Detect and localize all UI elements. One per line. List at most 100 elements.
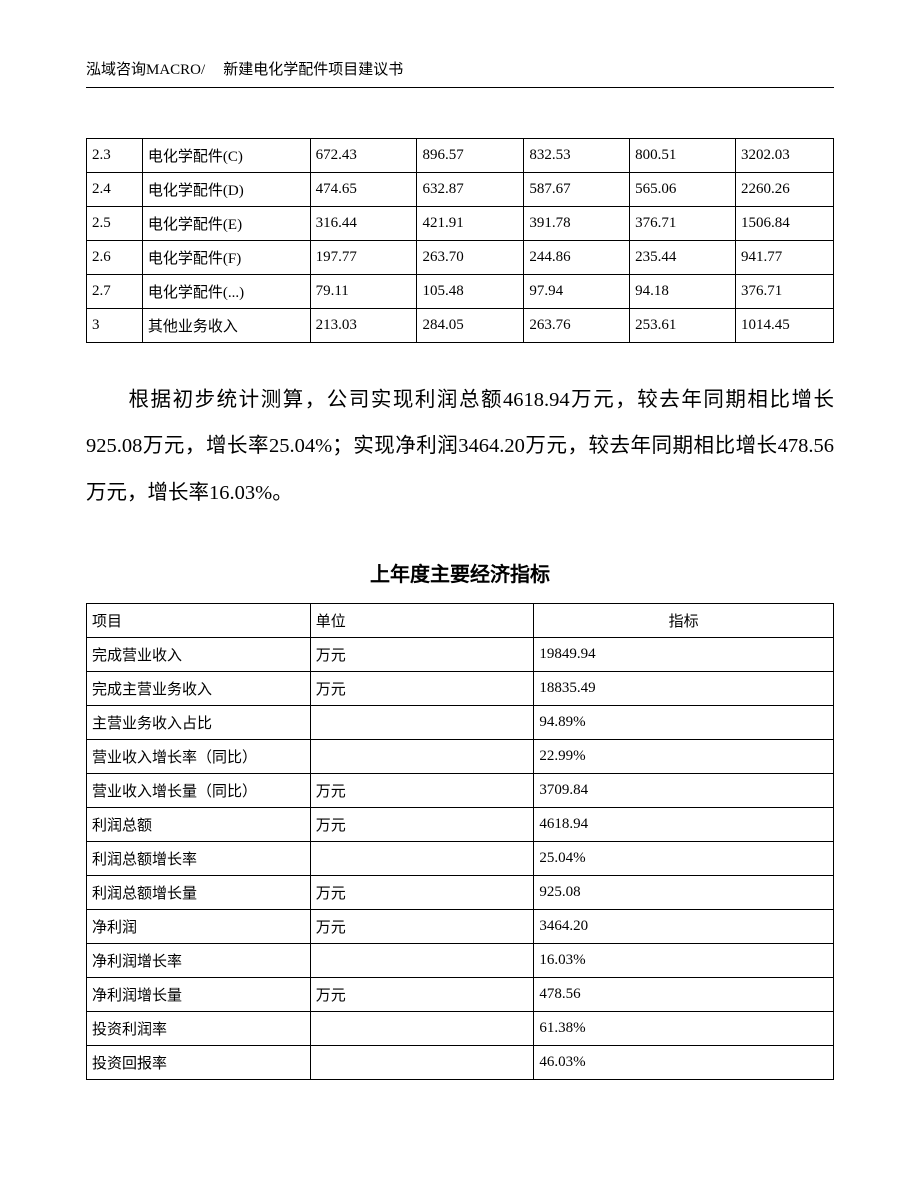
table-cell: 完成主营业务收入 — [87, 671, 311, 705]
table-cell: 376.71 — [736, 275, 834, 309]
table-cell: 61.38% — [534, 1011, 834, 1045]
header-right: 新建电化学配件项目建议书 — [223, 58, 403, 79]
table-cell: 营业收入增长量（同比） — [87, 773, 311, 807]
economic-indicator-table: 项目 单位 指标 完成营业收入万元19849.94完成主营业务收入万元18835… — [86, 603, 834, 1080]
document-page: 泓域咨询MACRO/ 新建电化学配件项目建议书 2.3电化学配件(C)672.4… — [0, 0, 920, 1140]
table-cell: 18835.49 — [534, 671, 834, 705]
table2-header-row: 项目 单位 指标 — [87, 603, 834, 637]
table-cell: 营业收入增长率（同比） — [87, 739, 311, 773]
table-cell — [310, 739, 534, 773]
table-cell: 投资利润率 — [87, 1011, 311, 1045]
table2-body: 项目 单位 指标 完成营业收入万元19849.94完成主营业务收入万元18835… — [87, 603, 834, 1079]
table-cell: 万元 — [310, 875, 534, 909]
table-cell: 896.57 — [417, 139, 524, 173]
table-cell: 235.44 — [630, 241, 736, 275]
table-row: 营业收入增长量（同比）万元3709.84 — [87, 773, 834, 807]
header-left: 泓域咨询MACRO/ — [86, 58, 205, 79]
table-row: 营业收入增长率（同比） 22.99% — [87, 739, 834, 773]
table-cell: 4618.94 — [534, 807, 834, 841]
table-cell: 万元 — [310, 773, 534, 807]
page-header: 泓域咨询MACRO/ 新建电化学配件项目建议书 — [86, 58, 834, 79]
table-cell: 632.87 — [417, 173, 524, 207]
table-cell: 3 — [87, 309, 143, 343]
table-cell: 2.7 — [87, 275, 143, 309]
table-cell: 22.99% — [534, 739, 834, 773]
table-cell: 800.51 — [630, 139, 736, 173]
table-cell: 电化学配件(...) — [142, 275, 310, 309]
table2-col-header: 指标 — [534, 603, 834, 637]
table-row: 2.7电化学配件(...)79.11105.4897.9494.18376.71 — [87, 275, 834, 309]
table2-title: 上年度主要经济指标 — [86, 558, 834, 587]
table-cell: 利润总额增长率 — [87, 841, 311, 875]
table-cell: 净利润增长量 — [87, 977, 311, 1011]
table-cell: 672.43 — [310, 139, 417, 173]
table-cell: 474.65 — [310, 173, 417, 207]
table-cell: 263.76 — [524, 309, 630, 343]
table-cell — [310, 1045, 534, 1079]
table-cell: 电化学配件(D) — [142, 173, 310, 207]
table-cell: 925.08 — [534, 875, 834, 909]
table-cell: 完成营业收入 — [87, 637, 311, 671]
table-row: 完成主营业务收入万元18835.49 — [87, 671, 834, 705]
table-cell: 263.70 — [417, 241, 524, 275]
table-cell: 79.11 — [310, 275, 417, 309]
table-row: 净利润增长量万元478.56 — [87, 977, 834, 1011]
table-row: 完成营业收入万元19849.94 — [87, 637, 834, 671]
table-cell — [310, 841, 534, 875]
table-row: 3其他业务收入213.03284.05263.76253.611014.45 — [87, 309, 834, 343]
table-cell: 万元 — [310, 671, 534, 705]
table-cell: 万元 — [310, 637, 534, 671]
header-divider — [86, 87, 834, 88]
table-cell: 万元 — [310, 909, 534, 943]
table-cell: 94.89% — [534, 705, 834, 739]
table-row: 投资回报率 46.03% — [87, 1045, 834, 1079]
table-row: 利润总额增长量万元925.08 — [87, 875, 834, 909]
table-cell: 2.3 — [87, 139, 143, 173]
table-cell: 净利润 — [87, 909, 311, 943]
table2-col-header: 单位 — [310, 603, 534, 637]
table-cell: 投资回报率 — [87, 1045, 311, 1079]
table-cell: 197.77 — [310, 241, 417, 275]
table-cell: 电化学配件(F) — [142, 241, 310, 275]
table-cell: 105.48 — [417, 275, 524, 309]
table-cell: 3464.20 — [534, 909, 834, 943]
table-cell: 万元 — [310, 807, 534, 841]
table-cell — [310, 705, 534, 739]
table-cell: 3709.84 — [534, 773, 834, 807]
table-cell: 284.05 — [417, 309, 524, 343]
table-cell: 利润总额 — [87, 807, 311, 841]
table-cell: 244.86 — [524, 241, 630, 275]
table-cell — [310, 943, 534, 977]
table-row: 投资利润率 61.38% — [87, 1011, 834, 1045]
summary-text: 根据初步统计测算，公司实现利润总额4618.94万元，较去年同期相比增长925.… — [86, 389, 834, 504]
table-cell: 316.44 — [310, 207, 417, 241]
table-cell: 253.61 — [630, 309, 736, 343]
table-cell: 电化学配件(C) — [142, 139, 310, 173]
table-cell: 97.94 — [524, 275, 630, 309]
table-cell: 万元 — [310, 977, 534, 1011]
table-row: 2.6电化学配件(F)197.77263.70244.86235.44941.7… — [87, 241, 834, 275]
table-cell: 电化学配件(E) — [142, 207, 310, 241]
table-row: 2.4电化学配件(D)474.65632.87587.67565.062260.… — [87, 173, 834, 207]
summary-paragraph: 根据初步统计测算，公司实现利润总额4618.94万元，较去年同期相比增长925.… — [86, 377, 834, 516]
table-row: 利润总额万元4618.94 — [87, 807, 834, 841]
table-cell: 25.04% — [534, 841, 834, 875]
table-row: 2.5电化学配件(E)316.44421.91391.78376.711506.… — [87, 207, 834, 241]
table-cell: 1014.45 — [736, 309, 834, 343]
table-cell: 376.71 — [630, 207, 736, 241]
table-cell: 832.53 — [524, 139, 630, 173]
table-cell: 其他业务收入 — [142, 309, 310, 343]
table-cell: 16.03% — [534, 943, 834, 977]
table-cell — [310, 1011, 534, 1045]
table1-body: 2.3电化学配件(C)672.43896.57832.53800.513202.… — [87, 139, 834, 343]
table-cell: 213.03 — [310, 309, 417, 343]
table-cell: 94.18 — [630, 275, 736, 309]
table-cell: 941.77 — [736, 241, 834, 275]
table-cell: 主营业务收入占比 — [87, 705, 311, 739]
table-cell: 46.03% — [534, 1045, 834, 1079]
table-row: 2.3电化学配件(C)672.43896.57832.53800.513202.… — [87, 139, 834, 173]
revenue-detail-table: 2.3电化学配件(C)672.43896.57832.53800.513202.… — [86, 138, 834, 343]
table-cell: 478.56 — [534, 977, 834, 1011]
table-cell: 2.6 — [87, 241, 143, 275]
table-row: 净利润万元3464.20 — [87, 909, 834, 943]
